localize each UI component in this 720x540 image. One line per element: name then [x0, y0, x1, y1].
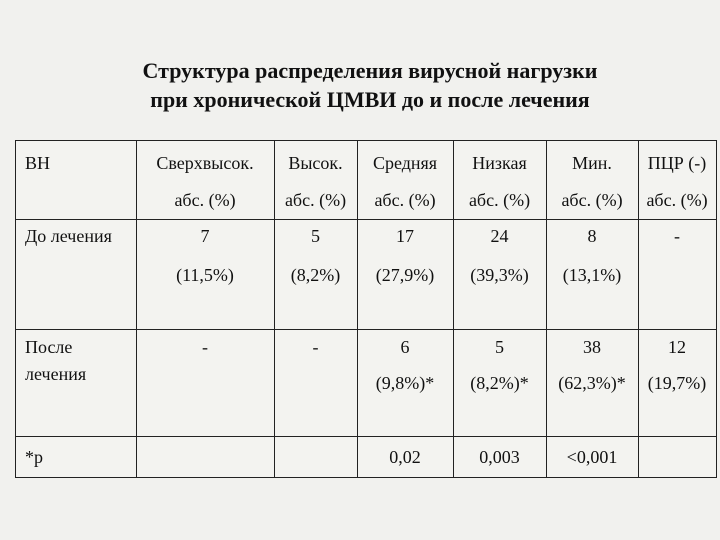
column-header: Средняя [372, 153, 438, 173]
table-cell-percent: (27,9%) [375, 265, 435, 285]
table-cell-percent: (13,1%) [562, 265, 622, 285]
table-cell-value: - [312, 337, 319, 357]
table-cell-percent: (8,2%)* [470, 373, 529, 393]
grid-line [16, 219, 716, 220]
table-cell-value: - [674, 226, 680, 246]
column-unit: абс. (%) [468, 190, 531, 210]
page-title: Структура распределения вирусной нагрузк… [0, 56, 720, 114]
viral-load-table: ВН Сверхвысок. Высок. Средняя Низкая Мин… [15, 140, 717, 478]
column-header: Высок. [288, 153, 343, 173]
table-cell-value: 12 [668, 337, 686, 357]
table-cell-value: 6 [400, 337, 410, 357]
table-cell-p: 0,02 [389, 447, 421, 467]
row-label-after: лечения [25, 364, 87, 384]
table-cell-percent: (9,8%)* [375, 373, 435, 393]
column-header: Мин. [572, 153, 612, 173]
row-label-before: До лечения [25, 226, 112, 246]
table-cell-value: 17 [396, 226, 414, 246]
column-unit: абс. (%) [646, 190, 708, 210]
table-cell-percent: (11,5%) [176, 265, 234, 285]
table-cell-percent: (62,3%)* [558, 373, 626, 393]
column-header: ПЦР (-) [647, 153, 707, 173]
table-cell-value: 8 [587, 226, 597, 246]
header-row-label: ВН [25, 153, 51, 173]
column-header: Низкая [472, 153, 527, 173]
table-cell-p: <0,001 [566, 447, 618, 467]
column-unit: абс. (%) [284, 190, 347, 210]
table-cell-p: 0,003 [479, 447, 520, 467]
table-cell-value: 38 [583, 337, 601, 357]
table-cell-percent: (39,3%) [470, 265, 529, 285]
table-cell-percent: (8,2%) [290, 265, 341, 285]
title-line-2: при хронической ЦМВИ до и после лечения [150, 87, 590, 112]
table-cell-value: 5 [311, 226, 320, 246]
title-line-1: Структура распределения вирусной нагрузк… [142, 58, 598, 83]
grid-line [357, 141, 358, 477]
table-cell-value: 7 [200, 226, 210, 246]
column-header: Сверхвысок. [156, 153, 254, 173]
table-cell-value: 24 [490, 226, 509, 246]
table-cell-value: - [202, 337, 208, 357]
grid-line [136, 141, 137, 477]
column-unit: абс. (%) [374, 190, 436, 210]
grid-line [638, 141, 639, 477]
grid-line [274, 141, 275, 477]
grid-line [453, 141, 454, 477]
column-unit: абс. (%) [174, 190, 236, 210]
grid-line [16, 436, 716, 437]
column-unit: абс. (%) [561, 190, 623, 210]
grid-line [16, 329, 716, 330]
table-cell-value: 5 [495, 337, 504, 357]
row-label-after: После [25, 337, 73, 357]
table-cell-percent: (19,7%) [647, 373, 707, 393]
grid-line [546, 141, 547, 477]
row-label-p: *р [25, 447, 43, 467]
